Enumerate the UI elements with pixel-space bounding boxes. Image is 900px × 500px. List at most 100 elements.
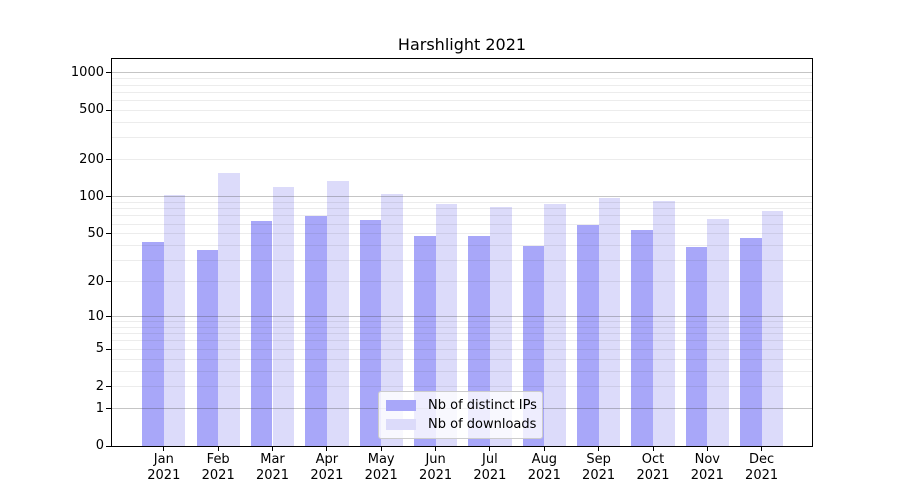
x-tick-label-jan: Jan 2021 (147, 452, 181, 483)
y-tick-label-5: 5 (95, 341, 104, 357)
bar-downloads-mar (272, 186, 295, 446)
x-tick-label-jun: Jun 2021 (419, 452, 453, 483)
x-tick-label-nov: Nov 2021 (690, 452, 724, 483)
y-tick-mark-1 (106, 408, 112, 410)
y-tick-label-50: 50 (87, 225, 104, 241)
x-tick-label-sep: Sep 2021 (582, 452, 616, 483)
bar-downloads-jan (163, 194, 186, 446)
x-tick-mark-aug (543, 446, 545, 451)
plot-area: Nb of distinct IPs Nb of downloads (112, 59, 812, 446)
minor-gridline-8 (112, 326, 812, 328)
y-tick-mark-20 (106, 281, 112, 283)
major-gridline-10 (112, 316, 812, 317)
x-tick-mark-feb (217, 446, 219, 451)
legend-swatch-downloads (386, 419, 416, 430)
minor-gridline-20 (112, 281, 812, 283)
bar-distinct-ips-may (359, 219, 382, 446)
major-gridline-100 (112, 196, 812, 198)
y-tick-mark-100 (106, 196, 112, 198)
bar-downloads-feb (218, 173, 240, 446)
minor-gridline-900 (112, 78, 812, 80)
y-tick-mark-10 (106, 316, 112, 317)
x-tick-mark-apr (326, 446, 328, 451)
minor-gridline-7 (112, 333, 812, 335)
minor-gridline-90 (112, 201, 812, 203)
y-tick-label-20: 20 (87, 273, 104, 289)
y-tick-mark-500 (106, 109, 112, 111)
minor-gridline-30 (112, 260, 812, 262)
x-tick-mark-jun (435, 446, 437, 451)
bar-downloads-nov (707, 218, 729, 446)
y-tick-mark-5 (106, 348, 112, 350)
bar-distinct-ips-sep (576, 224, 599, 446)
x-tick-label-mar: Mar 2021 (255, 452, 290, 483)
bar-distinct-ips-nov (685, 246, 708, 446)
major-gridline-1000 (112, 72, 812, 74)
minor-gridline-60 (112, 223, 812, 225)
x-tick-mark-jan (163, 446, 165, 451)
bar-distinct-ips-feb (196, 249, 219, 446)
y-tick-label-1: 1 (95, 400, 104, 416)
x-tick-mark-oct (652, 446, 654, 451)
y-tick-label-200: 200 (79, 151, 104, 167)
gridlines-layer (112, 59, 812, 446)
bar-downloads-apr (326, 181, 349, 446)
minor-gridline-6 (112, 340, 812, 342)
y-tick-label-0: 0 (95, 438, 104, 453)
minor-gridline-2 (112, 386, 812, 388)
y-tick-label-2: 2 (95, 378, 104, 394)
x-tick-mark-mar (272, 446, 273, 451)
y-tick-label-10: 10 (87, 308, 104, 324)
x-tick-label-feb: Feb 2021 (201, 452, 235, 483)
x-tick-label-jul: Jul 2021 (473, 452, 507, 483)
minor-gridline-4 (112, 358, 812, 360)
legend-item-downloads: Nb of downloads (386, 417, 537, 432)
bar-distinct-ips-jan (142, 241, 164, 446)
minor-gridline-400 (112, 121, 812, 123)
x-tick-mark-jul (489, 446, 491, 451)
bar-distinct-ips-mar (250, 221, 273, 446)
y-tick-mark-0 (106, 445, 112, 447)
minor-gridline-500 (112, 109, 812, 111)
minor-gridline-5 (112, 348, 812, 350)
minor-gridline-70 (112, 215, 812, 217)
x-tick-mark-may (380, 446, 382, 451)
y-tick-mark-1000 (106, 72, 112, 74)
y-tick-label-100: 100 (79, 188, 104, 204)
bar-downloads-oct (653, 201, 675, 446)
minor-gridline-300 (112, 137, 812, 139)
x-tick-label-aug: Aug 2021 (527, 452, 561, 483)
minor-gridline-800 (112, 84, 812, 86)
minor-gridline-9 (112, 321, 812, 323)
x-tick-label-may: May 2021 (364, 452, 398, 483)
legend-label-distinct-ips: Nb of distinct IPs (428, 398, 537, 413)
bar-downloads-sep (598, 198, 621, 446)
minor-gridline-700 (112, 91, 812, 93)
legend: Nb of distinct IPs Nb of downloads (378, 391, 543, 439)
legend-item-distinct-ips: Nb of distinct IPs (386, 398, 537, 413)
x-tick-label-oct: Oct 2021 (636, 452, 670, 483)
x-tick-label-apr: Apr 2021 (310, 452, 344, 483)
bar-downloads-aug (544, 203, 566, 446)
chart-title: Harshlight 2021 (397, 35, 527, 54)
x-tick-mark-sep (598, 446, 600, 451)
bar-downloads-dec (761, 210, 784, 446)
legend-label-downloads: Nb of downloads (428, 417, 537, 432)
minor-gridline-80 (112, 208, 812, 210)
y-tick-label-1000: 1000 (70, 64, 104, 80)
minor-gridline-50 (112, 233, 812, 235)
minor-gridline-200 (112, 159, 812, 161)
bar-distinct-ips-apr (305, 215, 327, 446)
minor-gridline-3 (112, 370, 812, 372)
bar-downloads-jun (435, 203, 458, 446)
y-tick-label-500: 500 (79, 102, 104, 118)
minor-gridline-600 (112, 100, 812, 101)
x-tick-mark-dec (761, 446, 763, 451)
y-tick-mark-2 (106, 386, 112, 388)
bar-distinct-ips-dec (739, 238, 762, 446)
bar-distinct-ips-oct (631, 229, 653, 446)
y-tick-mark-50 (106, 233, 112, 235)
y-tick-mark-200 (106, 159, 112, 161)
minor-gridline-40 (112, 245, 812, 246)
legend-swatch-distinct-ips (386, 400, 416, 411)
